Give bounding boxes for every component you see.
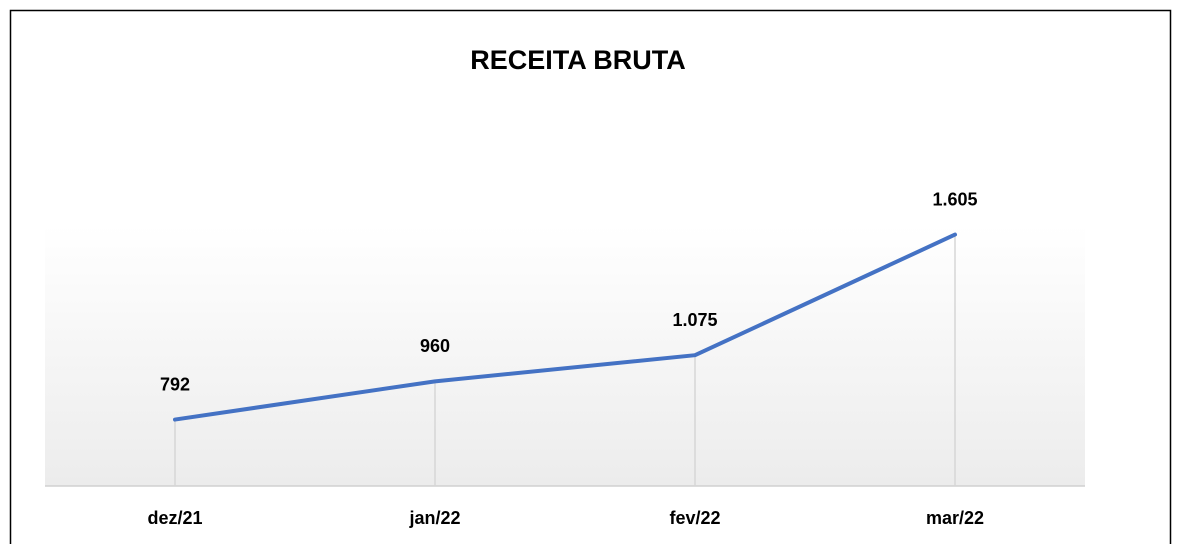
x-tick-label: jan/22: [408, 508, 460, 528]
data-label: 792: [160, 374, 190, 394]
x-tick-label: dez/21: [147, 508, 202, 528]
x-tick-label: fev/22: [669, 508, 720, 528]
line: [173, 232, 957, 422]
data-label: 1.605: [932, 189, 977, 209]
chart-title: RECEITA BRUTA: [470, 45, 686, 75]
data-label: 1.075: [672, 310, 717, 330]
data-label: 960: [420, 336, 450, 356]
x-tick-label: mar/22: [926, 508, 984, 528]
plot-area: [45, 225, 1085, 486]
